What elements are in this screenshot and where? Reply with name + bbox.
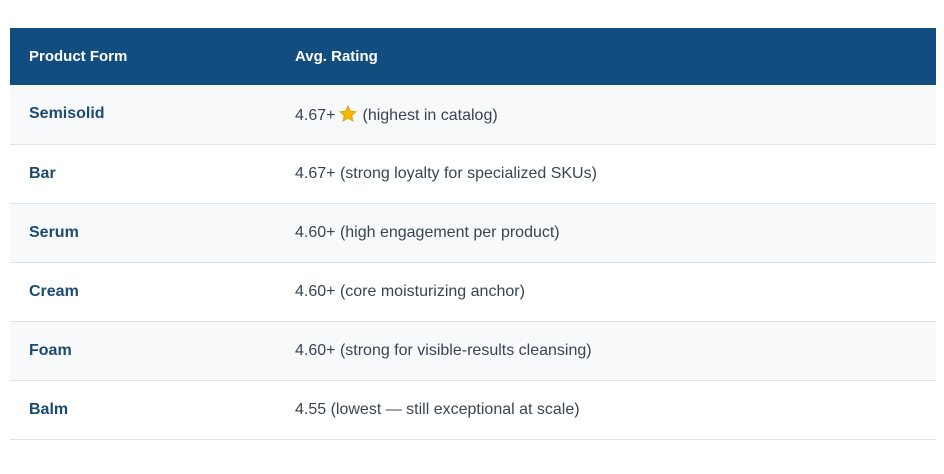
- table-row: Semisolid 4.67+ (highest in catalog): [10, 85, 936, 144]
- header-avg-rating: Avg. Rating: [295, 48, 378, 65]
- rating-value: 4.60+: [295, 223, 336, 241]
- rating-value: 4.67+: [295, 106, 336, 124]
- rating-cell: 4.60+ (strong for visible-results cleans…: [286, 321, 936, 380]
- product-form-cell: Serum: [29, 223, 79, 241]
- rating-note: (highest in catalog): [362, 106, 498, 124]
- star-icon: [339, 104, 358, 122]
- product-form-cell: Foam: [29, 341, 72, 359]
- rating-cell: 4.67+ (highest in catalog): [286, 85, 936, 144]
- rating-note: (lowest — still exceptional at scale): [330, 400, 580, 418]
- header-product-form: Product Form: [29, 48, 128, 65]
- rating-note: (strong loyalty for specialized SKUs): [339, 164, 597, 182]
- rating-cell: 4.55 (lowest — still exceptional at scal…: [286, 380, 936, 439]
- rating-cell: 4.60+ (high engagement per product): [286, 203, 936, 262]
- product-form-cell: Cream: [29, 282, 79, 300]
- rating-value: 4.55: [295, 400, 327, 418]
- rating-value: 4.60+: [295, 282, 336, 300]
- table-header-row: Product Form Avg. Rating: [10, 28, 936, 85]
- rating-note: (strong for visible-results cleansing): [339, 341, 592, 359]
- rating-cell: 4.60+ (core moisturizing anchor): [286, 262, 936, 321]
- table-row: Balm 4.55 (lowest — still exceptional at…: [10, 380, 936, 439]
- table-row: Bar 4.67+ (strong loyalty for specialize…: [10, 144, 936, 203]
- rating-value: 4.67+: [295, 164, 336, 182]
- table-row: Foam 4.60+ (strong for visible-results c…: [10, 321, 936, 380]
- table-row: Serum 4.60+ (high engagement per product…: [10, 203, 936, 262]
- product-form-cell: Semisolid: [29, 105, 105, 123]
- rating-note: (high engagement per product): [339, 223, 560, 241]
- rating-cell: 4.67+ (strong loyalty for specialized SK…: [286, 144, 936, 203]
- product-form-cell: Bar: [29, 164, 56, 182]
- product-form-cell: Balm: [29, 400, 69, 418]
- product-rating-table-container: Product Form Avg. Rating Semisolid 4.67+…: [10, 28, 936, 440]
- rating-note: (core moisturizing anchor): [339, 282, 525, 300]
- rating-value: 4.60+: [295, 341, 336, 359]
- table-row: Cream 4.60+ (core moisturizing anchor): [10, 262, 936, 321]
- product-rating-table: Product Form Avg. Rating Semisolid 4.67+…: [10, 28, 936, 440]
